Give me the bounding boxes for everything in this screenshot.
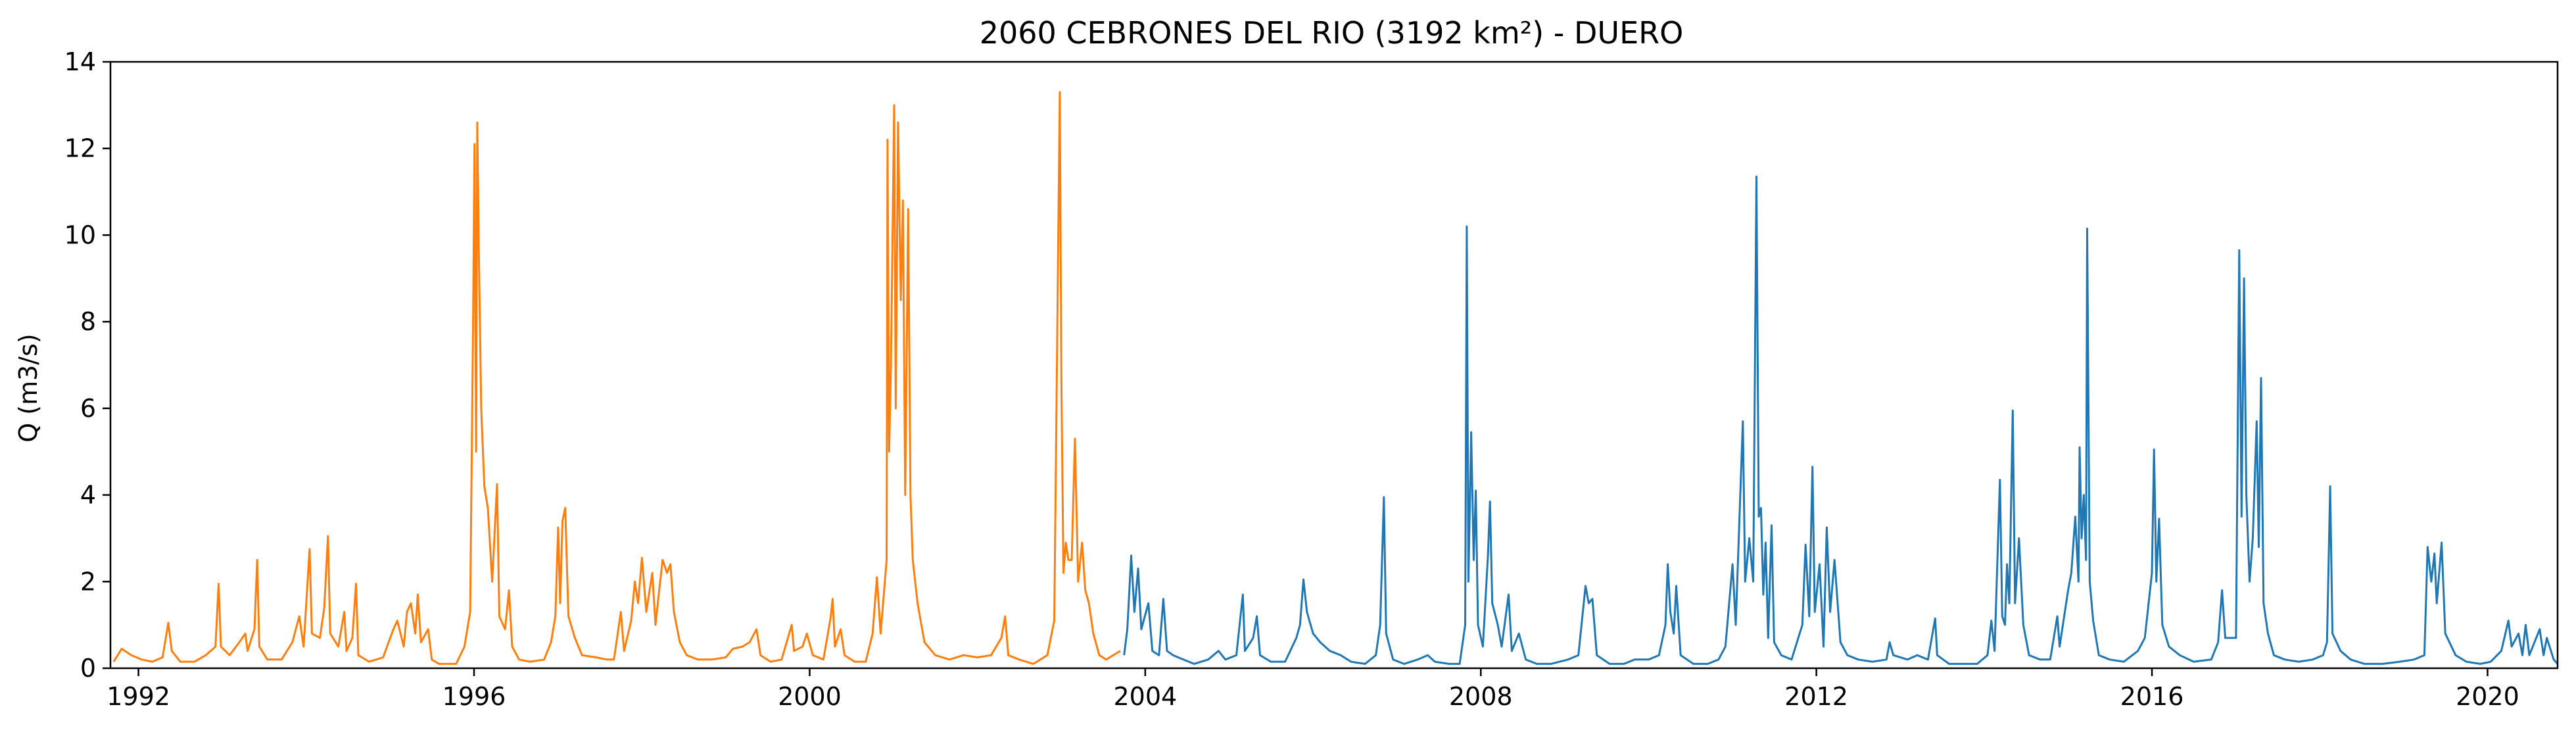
plot-area: 0 2 4 6 8 10 12 14 1992 1996 2000 2004 2008 2012 2016 2… — [64, 47, 2559, 711]
y-tick-label: 14 — [64, 47, 96, 76]
y-tick-label: 0 — [80, 654, 96, 683]
y-tick-label: 10 — [64, 220, 96, 249]
x-tick-label: 2020 — [2456, 682, 2519, 711]
x-tick-label: 2016 — [2120, 682, 2184, 711]
x-tick-label: 2008 — [1449, 682, 1513, 711]
y-tick-label: 12 — [64, 134, 96, 163]
x-tick-label: 1992 — [107, 682, 170, 711]
chart-title: 2060 CEBRONES DEL RIO (3192 km²) - DUERO — [980, 15, 1684, 51]
x-tick-label: 1996 — [442, 682, 506, 711]
series-line-2 — [1123, 176, 2558, 665]
series-line-1 — [112, 91, 1121, 665]
plot-frame — [109, 61, 2559, 670]
y-tick-label: 2 — [80, 567, 96, 596]
y-tick-label: 6 — [80, 394, 96, 423]
x-tick-label: 2012 — [1784, 682, 1848, 711]
y-tick-label: 4 — [80, 481, 96, 510]
y-axis-label: Q (m3/s) — [14, 333, 43, 442]
y-tick-label: 8 — [80, 307, 96, 336]
x-tick-label: 2004 — [1113, 682, 1177, 711]
x-tick-label: 2000 — [778, 682, 842, 711]
